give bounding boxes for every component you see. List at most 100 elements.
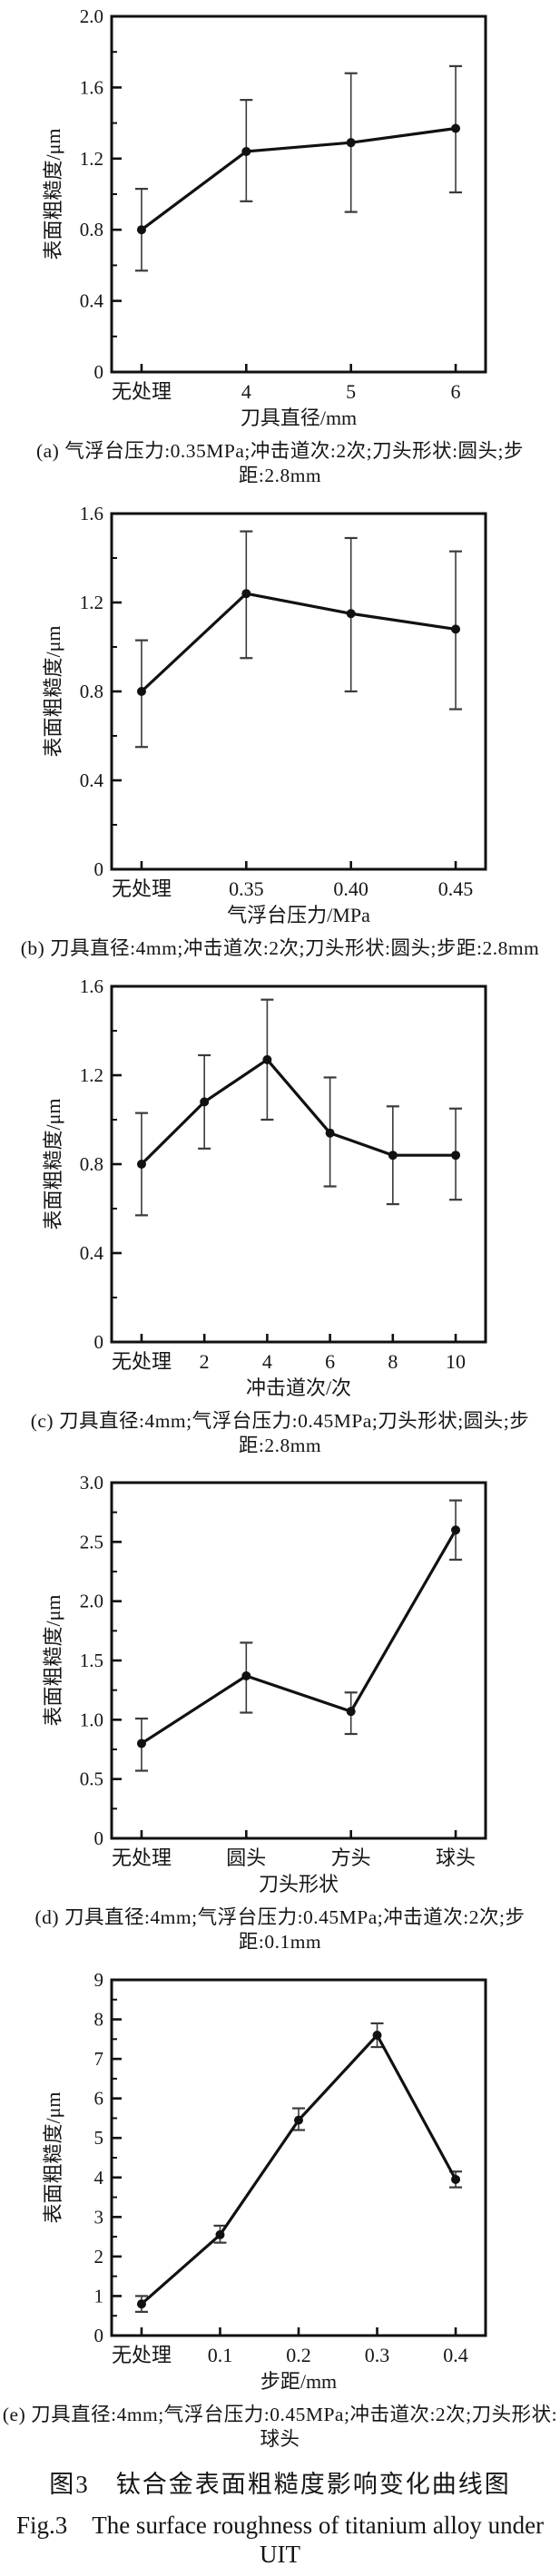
svg-text:2: 2	[200, 1350, 210, 1373]
svg-text:0.4: 0.4	[443, 2344, 468, 2366]
svg-text:球头: 球头	[436, 1846, 476, 1869]
data-point	[136, 1739, 146, 1748]
chart-c-caption: (c) 刀具直径:4mm;气浮台压力:0.45MPa;刀头形状;圆头;步距:2.…	[30, 1409, 530, 1456]
svg-text:5: 5	[346, 380, 356, 403]
data-point	[241, 1671, 251, 1681]
svg-text:无处理: 无处理	[112, 2344, 172, 2366]
svg-text:方头: 方头	[331, 1846, 371, 1869]
svg-text:5: 5	[94, 2127, 104, 2149]
svg-text:0.8: 0.8	[80, 219, 103, 240]
x-axis: 无处理 2 4 6 8 10 冲击道次/次	[112, 1333, 466, 1399]
svg-text:4: 4	[241, 380, 251, 403]
svg-text:1.6: 1.6	[80, 76, 103, 98]
chart-e-block: 0 1 2 3 4 5 6 7 8 9 表面粗糙度/μm 无处理 0.1 0.2 0.3 0.4 步距/mm (…	[0, 1967, 560, 2452]
plot-frame	[110, 15, 487, 374]
svg-text:1: 1	[94, 2286, 104, 2307]
svg-text:0.3: 0.3	[365, 2344, 390, 2366]
data-series	[136, 2031, 461, 2309]
x-axis-title: 刀头形状	[259, 1873, 339, 1895]
data-point	[451, 1525, 461, 1535]
svg-text:1.2: 1.2	[80, 592, 103, 613]
svg-text:无处理: 无处理	[112, 380, 172, 403]
chart-b-caption: (b) 刀具直径:4mm;冲击道次:2次;刀头形状:圆头;步距:2.8mm	[20, 936, 540, 959]
svg-text:2.5: 2.5	[80, 1532, 103, 1553]
chart-e-plot: 0 1 2 3 4 5 6 7 8 9 表面粗糙度/μm 无处理 0.1 0.2 0.3 0.4 步距/mm	[42, 1969, 487, 2393]
svg-text:1.6: 1.6	[80, 503, 103, 524]
svg-text:4: 4	[262, 1350, 272, 1373]
svg-text:0.1: 0.1	[208, 2344, 233, 2366]
svg-text:1.2: 1.2	[80, 148, 103, 170]
svg-text:无处理: 无处理	[112, 1846, 172, 1869]
x-axis-title: 刀具直径/mm	[241, 406, 357, 429]
svg-text:0.4: 0.4	[80, 769, 104, 791]
data-point	[451, 1150, 461, 1160]
x-axis: 无处理 4 5 6 刀具直径/mm	[112, 364, 461, 429]
error-bars	[134, 64, 463, 272]
data-point	[451, 123, 461, 133]
data-point	[136, 2299, 146, 2309]
plot-frame	[110, 512, 487, 871]
svg-text:1.0: 1.0	[80, 1709, 103, 1731]
data-series	[136, 588, 461, 696]
svg-text:8: 8	[388, 1350, 398, 1373]
svg-text:2.0: 2.0	[80, 1591, 103, 1612]
x-axis-title: 气浮台压力/MPa	[227, 904, 370, 926]
chart-c-plot: 0 0.4 0.8 1.2 1.6 表面粗糙度/μm 无处理 2 4 6 8 10 冲击道次/次	[42, 975, 487, 1399]
data-point	[388, 1150, 398, 1160]
svg-text:0.4: 0.4	[80, 1242, 104, 1264]
data-point	[241, 146, 251, 156]
chart-e-caption: (e) 刀具直径:4mm;气浮台压力:0.45MPa;冲击道次:2次;刀头形状:…	[2, 2404, 558, 2450]
chart-d-caption: (d) 刀具直径:4mm;气浮台压力:0.45MPa;冲击道次:2次;步距:0.…	[34, 1906, 526, 1954]
svg-text:0: 0	[94, 361, 104, 383]
svg-text:圆头: 圆头	[226, 1846, 266, 1869]
y-axis: 0 1 2 3 4 5 6 7 8 9 表面粗糙度/μm	[42, 1969, 122, 2346]
data-point	[241, 588, 251, 598]
data-series	[136, 1054, 461, 1169]
data-point	[325, 1128, 335, 1138]
svg-text:无处理: 无处理	[112, 877, 172, 900]
svg-text:8: 8	[94, 2009, 104, 2031]
chart-a-caption: (a) 气浮台压力:0.35MPa;冲击道次:2次;刀头形状:圆头;步距:2.8…	[35, 440, 525, 486]
y-axis-title: 表面粗糙度/μm	[42, 2092, 64, 2224]
svg-text:10: 10	[446, 1350, 466, 1373]
svg-text:2: 2	[94, 2246, 104, 2267]
data-point	[136, 686, 146, 696]
svg-text:1.5: 1.5	[80, 1650, 103, 1671]
svg-text:0: 0	[94, 1827, 104, 1849]
svg-text:0: 0	[94, 1331, 104, 1353]
svg-text:6: 6	[451, 380, 461, 403]
svg-text:0.35: 0.35	[229, 877, 264, 900]
svg-text:0: 0	[94, 2325, 104, 2346]
data-point	[451, 624, 461, 634]
y-axis: 0 0.5 1.0 1.5 2.0 2.5 3.0 表面粗糙度/μm	[42, 1472, 122, 1849]
figure-title-en: Fig.3 The surface roughness of titanium …	[15, 2511, 545, 2568]
data-point	[294, 2115, 303, 2125]
data-point	[346, 609, 356, 618]
data-point	[451, 2175, 461, 2185]
y-axis: 0 0.4 0.8 1.2 1.6 2.0 表面粗糙度/μm	[42, 5, 122, 383]
chart-a-block: 0 0.4 0.8 1.2 1.6 2.0 表面粗糙度/μm 无处理 4 5 6 刀具直径/mm (a…	[0, 4, 560, 488]
error-bars	[134, 998, 463, 1217]
svg-text:0: 0	[94, 858, 104, 880]
data-series	[136, 1525, 461, 1748]
svg-text:无处理: 无处理	[112, 1350, 172, 1373]
plot-frame	[110, 984, 487, 1344]
data-point	[136, 225, 146, 235]
svg-text:0.5: 0.5	[80, 1768, 103, 1790]
data-point	[136, 1159, 146, 1169]
plot-frame	[110, 1481, 487, 1840]
error-bars	[134, 2022, 463, 2314]
figure-title-zh: 图3 钛合金表面粗糙度影响变化曲线图	[49, 2470, 511, 2498]
x-axis-title: 冲击道次/次	[246, 1376, 351, 1399]
data-point	[262, 1054, 272, 1064]
x-axis: 无处理 0.35 0.40 0.45 气浮台压力/MPa	[112, 860, 473, 926]
error-bars	[134, 530, 463, 749]
svg-text:3.0: 3.0	[80, 1472, 103, 1494]
svg-text:0.40: 0.40	[333, 877, 368, 900]
data-point	[215, 2230, 225, 2240]
svg-text:0.4: 0.4	[80, 290, 104, 312]
svg-text:0.2: 0.2	[286, 2344, 311, 2366]
data-point	[372, 2031, 382, 2041]
chart-d-block: 0 0.5 1.0 1.5 2.0 2.5 3.0 表面粗糙度/μm 无处理 圆头 方头 球头 刀头形状…	[0, 1470, 560, 1954]
